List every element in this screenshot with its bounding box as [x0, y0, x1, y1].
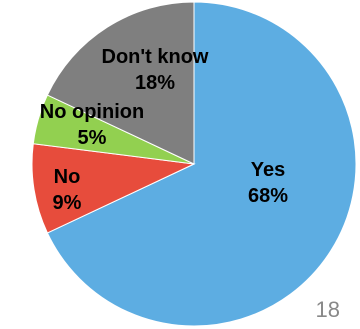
slice-label-don-t-know: Don't know — [102, 46, 209, 68]
slice-label-yes: Yes — [251, 159, 285, 181]
pie-slice-no — [31, 143, 196, 234]
pie-slice-yes — [46, 1, 357, 327]
pie-slice-don-t-know — [46, 1, 195, 165]
page-number: 18 — [315, 297, 340, 322]
slice-value-no-opinion: 5% — [78, 127, 107, 149]
slice-value-don-t-know: 18% — [135, 72, 175, 94]
slice-value-yes: 68% — [248, 185, 288, 207]
slice-value-no: 9% — [53, 192, 82, 214]
slice-label-no: No — [54, 166, 81, 188]
slice-label-no-opinion: No opinion — [40, 101, 144, 123]
